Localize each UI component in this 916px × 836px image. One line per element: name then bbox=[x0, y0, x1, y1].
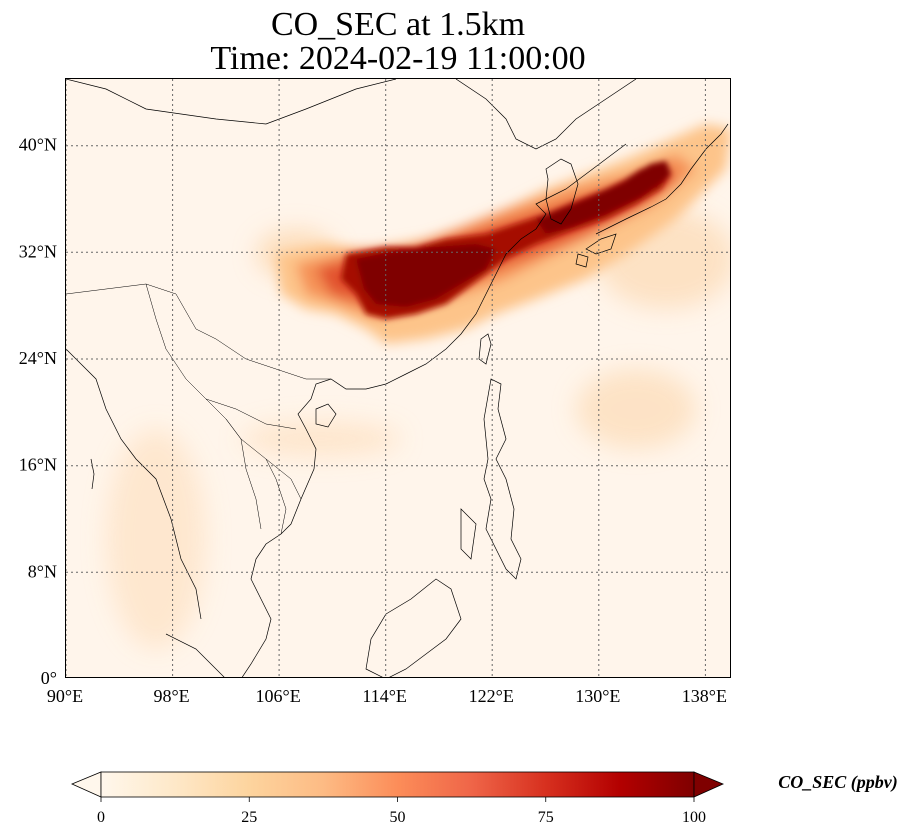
lon-tick-label: 138°E bbox=[682, 686, 727, 706]
latitude-tick-labels: 0° 8°N 16°N 24°N 32°N 40°N bbox=[19, 135, 57, 688]
coastlines bbox=[66, 79, 729, 677]
colorbar-min-extend bbox=[70, 771, 102, 798]
colorbar-ticks: 0 25 50 75 100 bbox=[97, 797, 706, 826]
map-panel[interactable] bbox=[65, 78, 731, 678]
lon-tick-label: 90°E bbox=[47, 686, 83, 706]
colorbar-label: CO_SEC (ppbv) bbox=[778, 772, 898, 793]
lon-tick-label: 106°E bbox=[256, 686, 301, 706]
map-title-line2: Time: 2024-02-19 11:00:00 bbox=[210, 40, 586, 77]
co-plume-core bbox=[341, 161, 671, 319]
colorbar-tick-label: 25 bbox=[241, 809, 257, 826]
colorbar-tick-label: 100 bbox=[682, 809, 706, 826]
longitude-tick-labels: 90°E 98°E 106°E 114°E 122°E 130°E 138°E bbox=[47, 686, 727, 706]
lat-tick-label: 32°N bbox=[19, 241, 57, 261]
country-borders bbox=[66, 283, 331, 535]
colorbar-tick-label: 75 bbox=[538, 809, 554, 826]
lon-tick-label: 114°E bbox=[362, 686, 407, 706]
axis-labels: 0° 8°N 16°N 24°N 32°N 40°N 90°E 98°E 106°E 114°E… bbox=[19, 135, 727, 706]
map-title-line1: CO_SEC at 1.5km bbox=[270, 6, 526, 43]
lon-tick-label: 130°E bbox=[575, 686, 620, 706]
lon-tick-label: 122°E bbox=[469, 686, 514, 706]
lat-tick-label: 40°N bbox=[19, 135, 57, 155]
map-canvas bbox=[66, 79, 730, 677]
colorbar: 0 25 50 75 100 CO_SEC (ppbv) bbox=[70, 771, 898, 826]
colorbar-gradient bbox=[100, 771, 695, 798]
lat-tick-label: 16°N bbox=[19, 455, 57, 475]
lat-tick-label: 24°N bbox=[19, 348, 57, 368]
gridlines bbox=[66, 79, 730, 677]
colorbar-tick-label: 50 bbox=[390, 809, 406, 826]
background-concentration bbox=[106, 209, 730, 649]
colorbar-tick-label: 0 bbox=[97, 809, 105, 826]
lat-tick-label: 0° bbox=[41, 668, 57, 688]
lon-tick-label: 98°E bbox=[153, 686, 189, 706]
lat-tick-label: 8°N bbox=[28, 561, 57, 581]
colorbar-max-extend bbox=[693, 771, 725, 798]
